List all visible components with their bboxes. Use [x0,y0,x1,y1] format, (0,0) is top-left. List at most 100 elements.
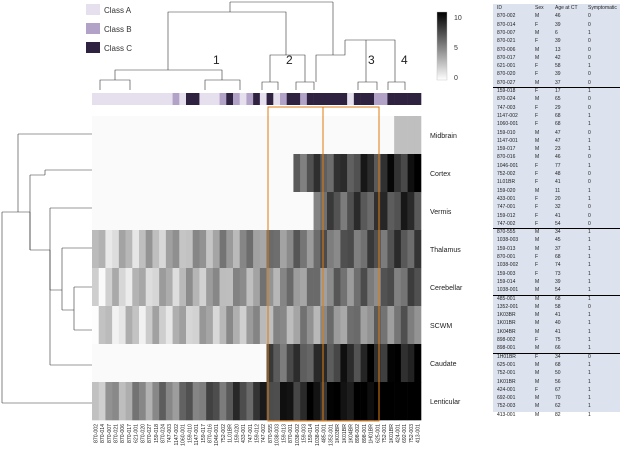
heatmap-cell [253,192,261,231]
heatmap-cell [286,306,294,345]
heatmap-cell [367,192,375,231]
table-cell: 17 [555,88,561,94]
heatmap-cell [400,116,408,155]
heatmap-cell [387,154,395,193]
table-row: 159-018 F 17 1 [493,87,620,96]
heatmap-cell [259,382,267,421]
class-cell [273,93,281,105]
heatmap-cell [186,344,194,383]
heatmap-cell [347,268,355,307]
class-cell [199,93,207,105]
class-cell [340,93,348,105]
table-cell: M [535,13,540,20]
heatmap-cell [400,192,408,231]
colorbar-tick-mid: 5 [454,45,458,52]
heatmap-cell [367,306,375,345]
heatmap-cell [199,192,207,231]
table-cell: 39 [555,71,561,78]
heatmap-cell [132,344,140,383]
heatmap-cell [273,382,281,421]
heatmap-cell [253,382,261,421]
table-cell: M [535,146,540,153]
heatmap-cell [333,154,341,193]
table-cell: M [535,96,540,103]
class-cell [320,93,328,105]
table-cell: 62 [555,403,561,410]
table-cell: 0 [588,71,591,78]
table-cell: 1K04BR [497,328,516,335]
heatmap-cell [266,230,274,269]
table-cell: F [535,38,539,45]
heatmap-cell [320,382,328,421]
heatmap-cell [340,230,348,269]
table-cell: 159-012 [497,212,516,219]
heatmap-cell [340,192,348,231]
heatmap-cell [199,306,207,345]
table-cell: 1 [588,320,591,327]
column-label: 870-027 [147,424,153,443]
heatmap-cell [226,192,234,231]
heatmap-cell [172,230,180,269]
table-cell: 0 [588,212,591,219]
class-cell [152,93,160,105]
heatmap-cell [286,268,294,307]
heatmap-cell [286,154,294,193]
heatmap-cell [179,230,187,269]
table-cell: 870-016 [497,154,516,161]
heatmap-cell [192,192,200,231]
table-row: 1147-001 M 47 1 [493,137,620,146]
column-label: 159-013 [281,424,287,443]
heatmap-cell [360,344,368,383]
heatmap-cell [394,344,402,383]
table-cell: M [535,378,540,385]
column-label: 625-001 [375,424,381,443]
table-cell: 50 [555,370,561,377]
table-row: 870-021 F 39 0 [493,37,620,46]
heatmap-cell [320,192,328,231]
table-cell: 68 [555,254,561,260]
table-row: 159-020 M 11 1 [493,187,620,196]
column-label: 870-002 [93,424,99,443]
class-cell [165,93,173,105]
table-row: 870-016 M 46 0 [493,153,620,162]
class-cell [266,93,274,105]
table-cell: 870-027 [497,79,516,86]
row-dendrogram [1,133,92,404]
heatmap-cell [98,268,106,307]
table-cell: 1 [588,195,591,202]
class-cell [367,93,375,105]
table-row: 159-010 M 47 0 [493,129,620,138]
heatmap-cell [300,116,308,155]
table-cell: M [535,411,540,418]
heatmap-cell [367,344,375,383]
table-cell: M [535,295,540,302]
heatmap-cell [206,192,214,231]
class-cell [98,93,106,105]
heatmap-cells [92,116,422,421]
table-cell: 0 [588,104,591,111]
column-label: 424-001 [396,424,402,443]
table-cell: 870-017 [497,54,516,61]
heatmap-cell [132,306,140,345]
table-cell: 41 [555,212,561,219]
heatmap-cell [293,230,301,269]
table-cell: F [535,254,539,260]
heatmap-cell [112,306,120,345]
table-cell: 870-014 [497,21,516,28]
heatmap-cell [159,230,167,269]
heatmap-cell [125,344,133,383]
table-cell: 40 [555,320,561,327]
column-label: 1147-002 [174,424,180,446]
column-label: 747-002 [261,424,267,443]
group-separator [493,294,620,296]
table-cell: 747-001 [497,204,516,211]
heatmap-cell [360,306,368,345]
class-cell [259,93,267,105]
table-cell: 433-001 [497,195,516,202]
column-label: 870-007 [107,424,113,443]
column-label: 870-016 [208,424,214,443]
table-cell: 68 [555,112,561,119]
heatmap-cell [340,268,348,307]
legend-swatch-class-b [86,23,100,34]
heatmap-cell [374,344,382,383]
